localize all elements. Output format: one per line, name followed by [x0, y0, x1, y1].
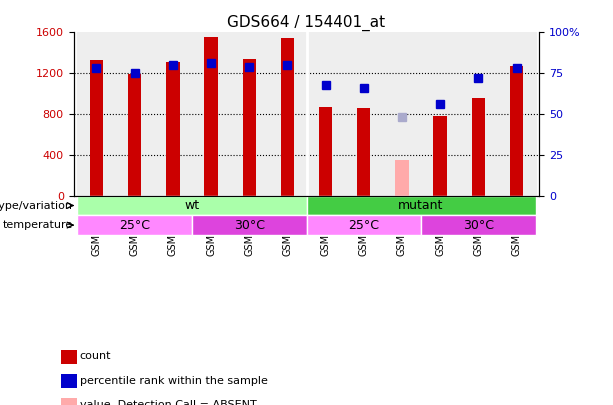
Bar: [510, 66, 524, 196]
Text: 25°C: 25°C: [119, 219, 150, 232]
Bar: [383, 32, 421, 196]
Text: 25°C: 25°C: [348, 219, 379, 232]
FancyBboxPatch shape: [306, 196, 536, 215]
FancyBboxPatch shape: [77, 196, 306, 215]
Text: wt: wt: [185, 199, 199, 212]
Bar: [128, 74, 142, 196]
Bar: [345, 32, 383, 196]
Bar: [77, 32, 116, 196]
Bar: [166, 62, 180, 196]
Bar: [116, 32, 154, 196]
Bar: [471, 98, 485, 196]
Bar: [230, 32, 268, 196]
Bar: [281, 38, 294, 196]
Bar: [395, 160, 409, 196]
Text: 30°C: 30°C: [463, 219, 494, 232]
Bar: [243, 59, 256, 196]
Bar: [268, 32, 306, 196]
Bar: [421, 32, 459, 196]
Text: temperature: temperature: [2, 220, 73, 230]
Bar: [319, 107, 332, 196]
Bar: [433, 116, 447, 196]
Text: percentile rank within the sample: percentile rank within the sample: [80, 376, 267, 386]
Bar: [154, 32, 192, 196]
Text: 30°C: 30°C: [234, 219, 265, 232]
Text: genotype/variation: genotype/variation: [0, 200, 73, 211]
Text: value, Detection Call = ABSENT: value, Detection Call = ABSENT: [80, 400, 256, 405]
Bar: [306, 32, 345, 196]
Bar: [192, 32, 230, 196]
Bar: [497, 32, 536, 196]
Bar: [89, 60, 103, 196]
Bar: [459, 32, 497, 196]
Text: count: count: [80, 352, 111, 361]
Bar: [357, 108, 370, 196]
FancyBboxPatch shape: [306, 215, 421, 235]
FancyBboxPatch shape: [192, 215, 306, 235]
Text: mutant: mutant: [398, 199, 444, 212]
Title: GDS664 / 154401_at: GDS664 / 154401_at: [227, 15, 386, 31]
Bar: [204, 37, 218, 196]
FancyBboxPatch shape: [77, 215, 192, 235]
FancyBboxPatch shape: [421, 215, 536, 235]
